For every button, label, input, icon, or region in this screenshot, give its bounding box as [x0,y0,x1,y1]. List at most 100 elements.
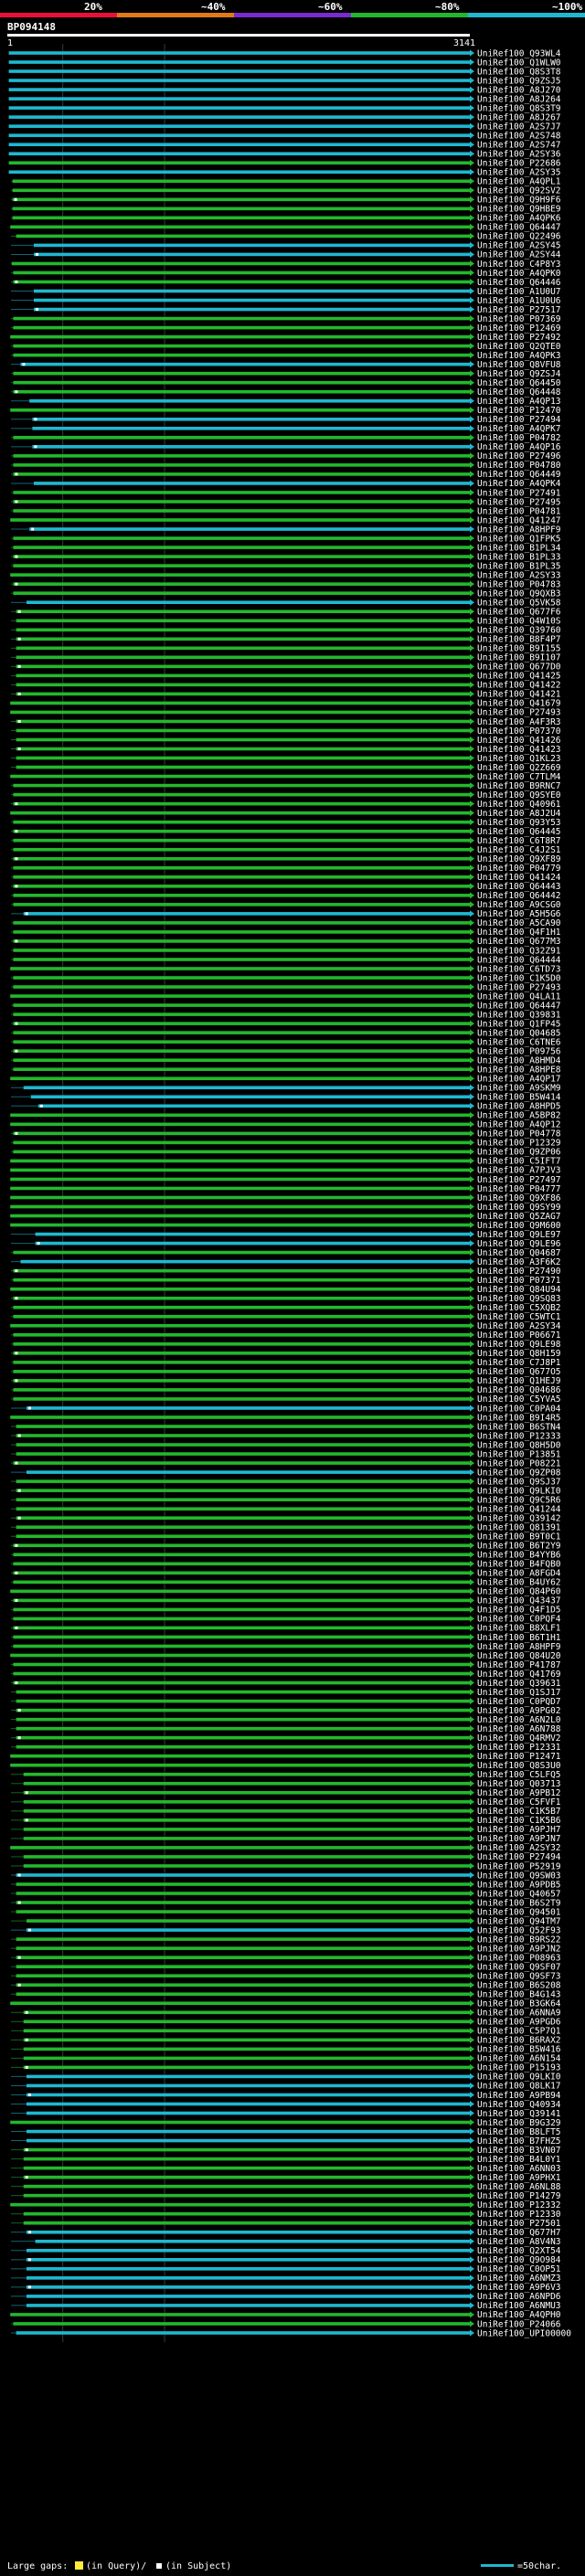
hit-bar[interactable] [13,1397,470,1401]
hit-bar[interactable] [8,60,470,64]
hit-bar[interactable] [13,865,470,870]
hit-bar[interactable] [13,280,470,284]
hit-bar[interactable] [16,673,471,678]
hit-bar[interactable] [23,1791,471,1795]
hit-label[interactable]: UniRef100_A9CSG0 [477,900,561,910]
hit-bar[interactable] [16,1735,471,1740]
hit-label[interactable]: UniRef100_P09756 [477,1046,561,1056]
hit-label[interactable]: UniRef100_Q39142 [477,1514,561,1524]
hit-bar[interactable] [10,811,471,815]
hit-bar[interactable] [16,747,471,751]
hit-bar[interactable] [13,1461,470,1465]
hit-label[interactable]: UniRef100_Q41769 [477,1670,561,1680]
hit-bar[interactable] [13,1352,470,1355]
hit-label[interactable]: UniRef100_Q41679 [477,699,561,709]
hit-label[interactable]: UniRef100_A9PDB5 [477,1880,561,1890]
hit-label[interactable]: UniRef100_Q8S3T8 [477,67,561,77]
hit-label[interactable]: UniRef100_Q64450 [477,378,561,388]
hit-bar[interactable] [13,921,470,925]
hit-label[interactable]: UniRef100_A6NMZ3 [477,2274,561,2284]
hit-bar[interactable] [16,1425,471,1428]
hit-bar[interactable] [26,2249,470,2253]
hit-label[interactable]: UniRef100_A4QPK6 [477,214,561,224]
hit-label[interactable]: UniRef100_P04778 [477,1129,561,1140]
hit-bar[interactable] [23,1809,471,1813]
hit-label[interactable]: UniRef100_A5BP82 [477,1111,561,1121]
hit-label[interactable]: UniRef100_P04781 [477,506,561,516]
hit-bar[interactable] [35,2239,470,2243]
hit-label[interactable]: UniRef100_Q677O5 [477,1367,561,1377]
hit-bar[interactable] [16,1708,471,1712]
hit-label[interactable]: UniRef100_C5XQB2 [477,1303,561,1313]
hit-bar[interactable] [16,1901,471,1904]
hit-label[interactable]: UniRef100_B1PL35 [477,561,561,571]
hit-bar[interactable] [16,628,471,632]
hit-label[interactable]: UniRef100_Q4W10S [477,617,561,627]
hit-bar[interactable] [10,1415,471,1419]
hit-label[interactable]: UniRef100_Q677M3 [477,937,561,947]
hit-bar[interactable] [16,728,471,733]
hit-label[interactable]: UniRef100_P27492 [477,333,561,343]
hit-label[interactable]: UniRef100_A4QPK0 [477,269,561,279]
hit-label[interactable]: UniRef100_Q4RMV2 [477,1733,561,1744]
hit-bar[interactable] [8,133,470,137]
hit-label[interactable]: UniRef100_A6NMU3 [477,2301,561,2311]
hit-label[interactable]: UniRef100_B9T0C1 [477,1532,561,1542]
hit-label[interactable]: UniRef100_Q9SY99 [477,1203,561,1213]
hit-bar[interactable] [13,1131,470,1136]
hit-bar[interactable] [26,2258,470,2262]
hit-label[interactable]: UniRef100_B9G329 [477,2118,561,2128]
hit-label[interactable]: UniRef100_A6NNA9 [477,2009,561,2019]
hit-bar[interactable] [13,1012,470,1016]
hit-bar[interactable] [16,1956,471,1959]
hit-bar[interactable] [26,1406,470,1410]
hit-bar[interactable] [10,408,471,412]
hit-bar[interactable] [13,838,470,843]
hit-label[interactable]: UniRef100_A8J267 [477,112,561,122]
hit-bar[interactable] [35,1232,470,1236]
hit-bar[interactable] [8,106,470,110]
hit-bar[interactable] [16,683,471,687]
hit-bar[interactable] [16,664,471,669]
hit-bar[interactable] [13,1150,470,1154]
hit-bar[interactable] [13,1571,470,1575]
hit-bar[interactable] [13,783,470,788]
hit-label[interactable]: UniRef100_P14279 [477,2191,561,2201]
hit-bar[interactable] [26,2074,470,2079]
hit-bar[interactable] [33,243,471,248]
hit-label[interactable]: UniRef100_P06671 [477,1330,561,1341]
hit-label[interactable]: UniRef100_A4QPK3 [477,351,561,361]
hit-bar[interactable] [33,298,471,302]
hit-label[interactable]: UniRef100_C1K5B7 [477,1807,561,1817]
hit-label[interactable]: UniRef100_B6T1H1 [477,1633,561,1643]
hit-bar[interactable] [16,646,471,651]
hit-label[interactable]: UniRef100_Q39831 [477,1010,561,1020]
hit-bar[interactable] [26,2304,470,2307]
hit-label[interactable]: UniRef100_Q64447 [477,1001,561,1011]
hit-bar[interactable] [10,1846,471,1850]
hit-label[interactable]: UniRef100_B1PL34 [477,543,561,553]
hit-label[interactable]: UniRef100_Q52F93 [477,1925,561,1935]
hit-bar[interactable] [33,289,471,293]
hit-label[interactable]: UniRef100_B1PL33 [477,552,561,562]
hit-label[interactable]: UniRef100_A9PGD6 [477,2018,561,2028]
hit-bar[interactable] [12,207,470,211]
hit-bar[interactable] [13,847,470,852]
hit-label[interactable]: UniRef100_Q677D0 [477,663,561,673]
hit-bar[interactable] [16,737,471,742]
hit-bar[interactable] [13,564,470,567]
hit-bar[interactable] [13,1305,470,1309]
hit-label[interactable]: UniRef100_A6N2L0 [477,1715,561,1725]
hit-label[interactable]: UniRef100_Q5ZAG7 [477,1212,561,1222]
hit-bar[interactable] [16,1489,471,1492]
hit-label[interactable]: UniRef100_Q2Z669 [477,763,561,773]
hit-bar[interactable] [13,792,470,797]
hit-label[interactable]: UniRef100_Q9H9F6 [477,196,561,206]
hit-bar[interactable] [10,1122,471,1127]
hit-bar[interactable] [26,1470,470,1474]
hit-label[interactable]: UniRef100_P22686 [477,159,561,169]
hit-label[interactable]: UniRef100_A8HPF9 [477,525,561,535]
hit-bar[interactable] [10,1186,471,1191]
hit-bar[interactable] [26,2093,470,2097]
hit-label[interactable]: UniRef100_A4QPK4 [477,479,561,489]
